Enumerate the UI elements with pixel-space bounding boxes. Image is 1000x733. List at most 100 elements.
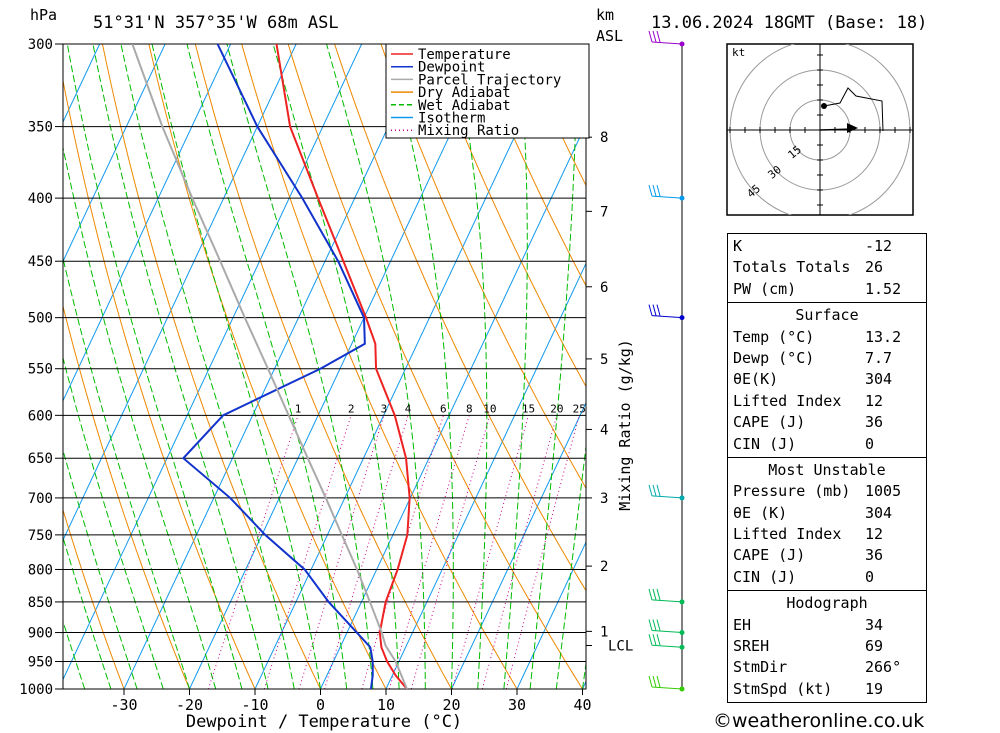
stat-value: 266° (865, 658, 902, 677)
stat-label: CAPE (J) (733, 413, 806, 432)
wet-adiabat-line (386, 44, 454, 689)
barb-feather (652, 588, 657, 601)
stat-row: Totals Totals 26 (733, 257, 921, 278)
barb-feather (648, 30, 653, 43)
stat-value: 36 (865, 546, 884, 565)
legend-box (385, 43, 590, 139)
stat-value: 13.2 (865, 327, 902, 346)
wind-barb (648, 588, 685, 605)
barb-feather (648, 634, 653, 646)
stat-value: 26 (865, 258, 884, 277)
barb-shaft (651, 495, 683, 499)
x-tick-label: -10 (241, 696, 268, 714)
mixing-ratio-label: 15 (522, 402, 535, 415)
wind-barb (648, 30, 685, 47)
wet-adiabat-line (63, 356, 164, 689)
stat-label: θE (K) (733, 503, 788, 522)
km-tick-label: 5 (600, 352, 608, 368)
stat-row: CAPE (J) 36 (733, 412, 921, 433)
legend-label: Mixing Ratio (418, 123, 519, 139)
temperature-line (275, 44, 411, 689)
pressure-isobars (55, 43, 592, 695)
legend-label: Wet Adiabat (418, 98, 511, 114)
barb-feather (648, 304, 653, 316)
axis-labels: 1 2 3 4 6 8 10 15 20 2530035040045050055060065070… (19, 37, 633, 714)
dry-adiabat-line (426, 44, 586, 388)
dry-adiabat-line (101, 44, 321, 689)
stat-row: Dewp (°C) 7.7 (733, 348, 921, 369)
stat-row: SREH 69 (733, 636, 921, 657)
stat-value: 304 (865, 370, 893, 389)
mixing-ratio-label: 8 (466, 402, 473, 415)
stat-row: StmDir 266° (733, 657, 921, 678)
dry-adiabat-line (287, 44, 583, 689)
dry-adiabat-line (63, 508, 125, 689)
stat-label: PW (cm) (733, 279, 797, 298)
sounding-series (131, 44, 411, 689)
barb-feather (652, 619, 657, 631)
dry-adiabat-line (938, 44, 1000, 689)
km-tick-label: 2 (600, 559, 608, 575)
surface-title: Surface (795, 306, 859, 325)
stat-label: K (733, 237, 743, 255)
stat-value: 1.52 (865, 279, 902, 298)
barb-feather (652, 30, 657, 43)
pressure-tick-label: 550 (28, 362, 53, 378)
most-unstable-section: Most Unstable Pressure (mb) 1005 θE (K) 304… (727, 456, 927, 592)
hodograph-stats-section: Hodograph EH 34 SREH 69 StmDir 266° StmSpd (kt… (727, 590, 927, 704)
barb-feather (652, 484, 657, 497)
stat-value: 19 (865, 679, 884, 698)
stat-value: 1005 (865, 482, 902, 501)
x-tick-label: 10 (377, 696, 395, 714)
barb-feather (656, 588, 661, 601)
stat-label: CAPE (J) (733, 546, 806, 565)
dewpoint-line (181, 44, 374, 689)
wet-adiabat-line (63, 535, 112, 689)
barb-feather (652, 675, 657, 688)
barb-shaft (651, 686, 683, 690)
pressure-tick-label: 1000 (19, 682, 53, 698)
mixing-ratio-label: 3 (381, 402, 388, 415)
mixing-ratio-label: 2 (348, 402, 355, 415)
x-tick-label: 40 (573, 696, 591, 714)
dry-adiabat-line (241, 44, 518, 689)
dry-adiabat-line (63, 78, 256, 689)
stat-label: SREH (733, 637, 770, 656)
surface-section: Surface Temp (°C) 13.2 Dewp (°C) 7.7 θE(K) 30… (727, 302, 927, 458)
pressure-tick-label: 900 (28, 626, 53, 642)
stat-value: 34 (865, 615, 884, 634)
stat-label: Lifted Index (733, 525, 842, 544)
mixing-ratio-label: 1 (295, 402, 302, 415)
stat-value: 304 (865, 503, 893, 522)
wind-barb (648, 619, 685, 636)
x-tick-label: -20 (176, 696, 203, 714)
dry-adiabat-line (984, 44, 1000, 689)
barb-feather (656, 675, 661, 688)
stat-value: 0 (865, 434, 875, 453)
stat-label: Dewp (°C) (733, 348, 815, 367)
mixing-ratio-axis-title: Mixing Ratio (g/kg) (616, 339, 634, 511)
barb-feather (656, 184, 661, 197)
barb-shaft (651, 41, 683, 45)
dry-adiabat-line (473, 44, 586, 287)
isotherm-line (451, 401, 586, 689)
mixing-ratio-label: 4 (405, 402, 412, 415)
isotherm-line (385, 262, 586, 689)
stat-row: K -12 (733, 236, 921, 257)
stat-row: CIN (J) 0 (733, 434, 921, 455)
stat-row: CIN (J) 0 (733, 567, 921, 588)
barb-feather (648, 184, 653, 197)
wind-barb (648, 484, 685, 501)
barb-shaft (651, 599, 683, 603)
dry-adiabat-line (380, 44, 586, 490)
footer-credit: ©weatheronline.co.uk (713, 710, 925, 732)
wet-adiabat-line (272, 44, 400, 689)
mixing-ratio-label: 25 (573, 402, 586, 415)
wind-barb (648, 304, 685, 321)
pressure-tick-label: 650 (28, 451, 53, 467)
wet-adiabat-line (63, 145, 217, 689)
stat-label: StmDir (733, 658, 788, 677)
pressure-tick-label: 350 (28, 120, 53, 136)
legend-label: Isotherm (418, 111, 485, 127)
